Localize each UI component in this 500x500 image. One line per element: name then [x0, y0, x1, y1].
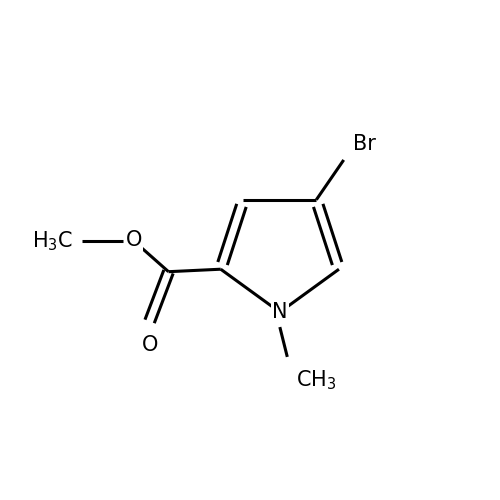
Text: CH$_3$: CH$_3$	[296, 368, 337, 392]
Text: Br: Br	[352, 134, 376, 154]
Text: O: O	[142, 336, 158, 355]
Text: O: O	[126, 230, 142, 250]
Text: H$_3$C: H$_3$C	[32, 229, 73, 252]
Text: N: N	[272, 302, 287, 322]
